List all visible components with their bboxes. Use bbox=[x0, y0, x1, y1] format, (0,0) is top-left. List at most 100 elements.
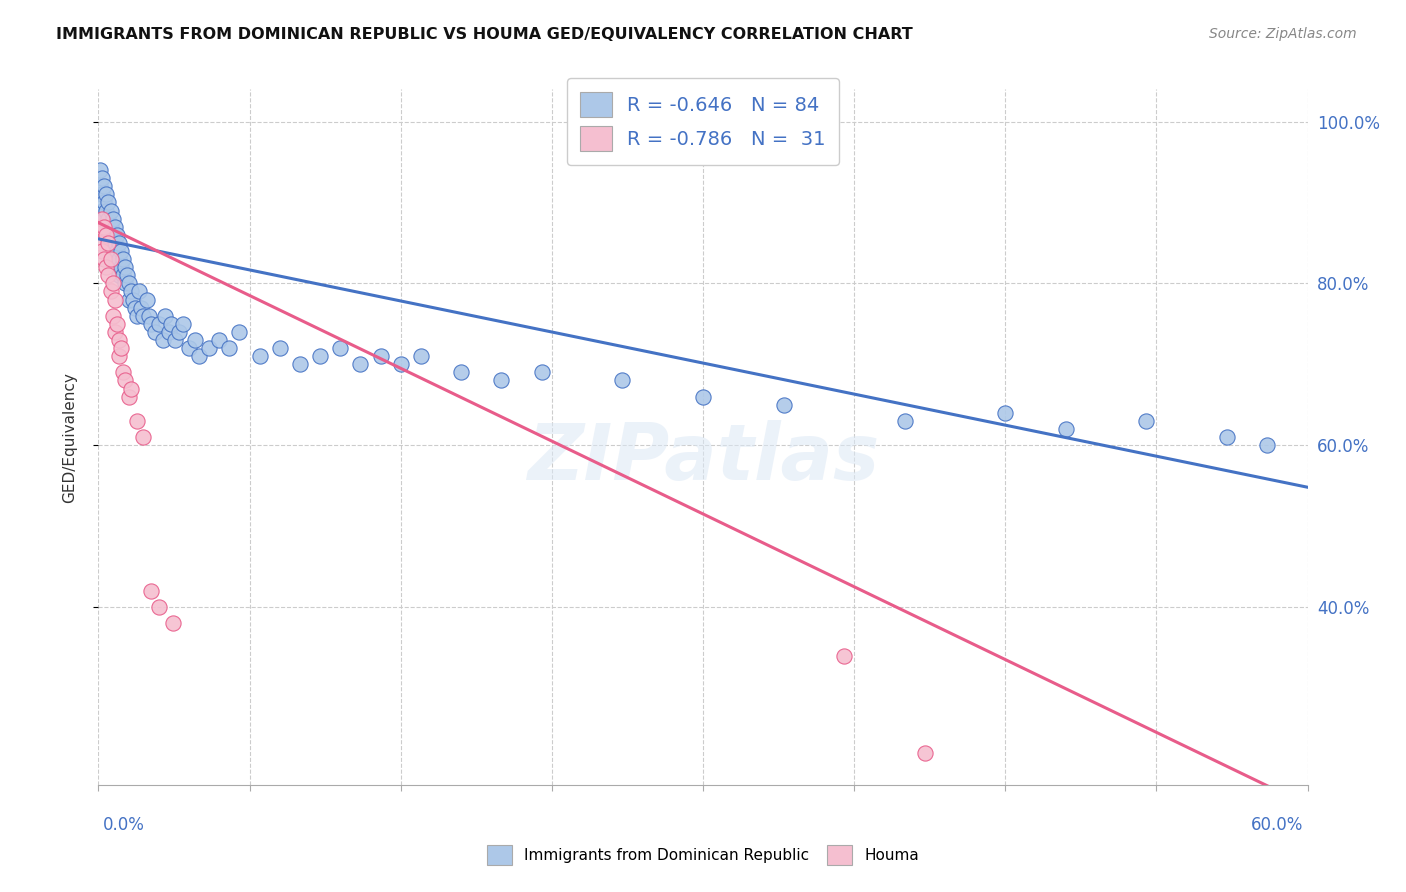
Point bbox=[129, 301, 152, 315]
Point bbox=[96, 203, 118, 218]
Point bbox=[101, 277, 124, 291]
Point bbox=[103, 325, 125, 339]
Point bbox=[91, 171, 114, 186]
Point bbox=[101, 244, 124, 258]
Point bbox=[107, 349, 129, 363]
Point bbox=[329, 341, 352, 355]
Point bbox=[97, 195, 120, 210]
Point bbox=[100, 252, 122, 266]
Point bbox=[97, 227, 120, 242]
Point bbox=[91, 211, 114, 226]
Point bbox=[103, 219, 125, 234]
Point bbox=[179, 341, 201, 355]
Point bbox=[118, 277, 141, 291]
Point bbox=[1054, 422, 1077, 436]
Point bbox=[914, 746, 936, 760]
Point bbox=[107, 268, 129, 283]
Text: 0.0%: 0.0% bbox=[103, 816, 145, 834]
Point bbox=[120, 285, 142, 299]
Point bbox=[89, 235, 111, 250]
Point bbox=[105, 317, 128, 331]
Point bbox=[309, 349, 332, 363]
Point bbox=[93, 195, 115, 210]
Point bbox=[198, 341, 221, 355]
Point bbox=[153, 309, 176, 323]
Point bbox=[228, 325, 250, 339]
Point bbox=[143, 325, 166, 339]
Point bbox=[1216, 430, 1239, 444]
Point bbox=[370, 349, 392, 363]
Point bbox=[111, 268, 134, 283]
Point bbox=[103, 252, 125, 266]
Text: 60.0%: 60.0% bbox=[1251, 816, 1303, 834]
Legend: Immigrants from Dominican Republic, Houma: Immigrants from Dominican Republic, Houm… bbox=[481, 839, 925, 871]
Point bbox=[1256, 438, 1278, 452]
Point bbox=[138, 309, 160, 323]
Point bbox=[100, 219, 122, 234]
Point bbox=[93, 219, 115, 234]
Point bbox=[612, 374, 634, 388]
Point bbox=[91, 244, 114, 258]
Text: Source: ZipAtlas.com: Source: ZipAtlas.com bbox=[1209, 27, 1357, 41]
Point bbox=[218, 341, 240, 355]
Point bbox=[110, 244, 132, 258]
Point bbox=[89, 163, 111, 178]
Point bbox=[160, 317, 183, 331]
Point bbox=[114, 277, 136, 291]
Point bbox=[91, 187, 114, 202]
Point bbox=[162, 616, 184, 631]
Point bbox=[93, 252, 115, 266]
Point bbox=[184, 333, 207, 347]
Text: IMMIGRANTS FROM DOMINICAN REPUBLIC VS HOUMA GED/EQUIVALENCY CORRELATION CHART: IMMIGRANTS FROM DOMINICAN REPUBLIC VS HO… bbox=[56, 27, 912, 42]
Point bbox=[409, 349, 432, 363]
Point bbox=[105, 244, 128, 258]
Point bbox=[110, 260, 132, 275]
Point bbox=[96, 219, 118, 234]
Point bbox=[288, 357, 311, 371]
Point bbox=[110, 341, 132, 355]
Point bbox=[89, 179, 111, 194]
Point bbox=[100, 235, 122, 250]
Point bbox=[692, 390, 714, 404]
Point bbox=[107, 235, 129, 250]
Point bbox=[128, 285, 150, 299]
Point bbox=[157, 325, 180, 339]
Point bbox=[139, 317, 162, 331]
Point bbox=[491, 374, 513, 388]
Point bbox=[349, 357, 371, 371]
Point bbox=[107, 252, 129, 266]
Point bbox=[772, 398, 794, 412]
Point bbox=[172, 317, 194, 331]
Point bbox=[101, 309, 124, 323]
Point bbox=[118, 293, 141, 307]
Point bbox=[114, 260, 136, 275]
Point bbox=[93, 211, 115, 226]
Point bbox=[115, 268, 138, 283]
Point bbox=[111, 365, 134, 379]
Point bbox=[135, 293, 157, 307]
Point bbox=[530, 365, 553, 379]
Point bbox=[249, 349, 271, 363]
Point bbox=[167, 325, 190, 339]
Point bbox=[89, 219, 111, 234]
Point bbox=[132, 309, 155, 323]
Point bbox=[125, 309, 148, 323]
Point bbox=[103, 235, 125, 250]
Point bbox=[97, 211, 120, 226]
Point bbox=[120, 382, 142, 396]
Point bbox=[188, 349, 211, 363]
Point bbox=[139, 583, 162, 598]
Point bbox=[450, 365, 472, 379]
Point bbox=[389, 357, 412, 371]
Point bbox=[832, 648, 855, 663]
Point bbox=[91, 203, 114, 218]
Point bbox=[100, 285, 122, 299]
Point bbox=[105, 227, 128, 242]
Y-axis label: GED/Equivalency: GED/Equivalency bbox=[63, 372, 77, 502]
Point bbox=[101, 227, 124, 242]
Point bbox=[96, 187, 118, 202]
Point bbox=[893, 414, 915, 428]
Text: ZIPatlas: ZIPatlas bbox=[527, 420, 879, 496]
Point bbox=[97, 235, 120, 250]
Point bbox=[269, 341, 291, 355]
